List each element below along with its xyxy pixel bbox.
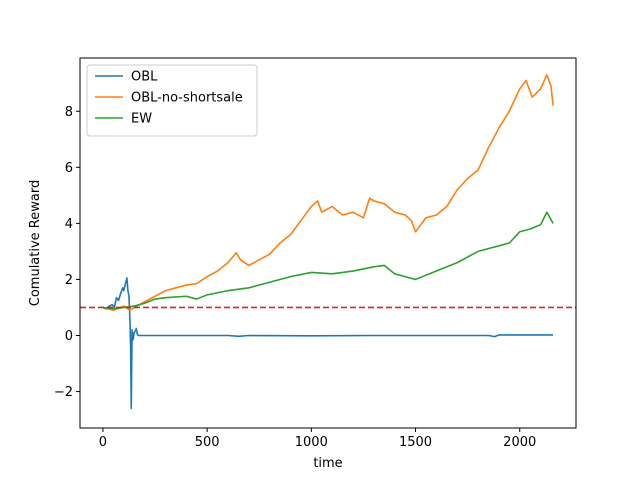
y-axis-label: Comulative Reward bbox=[28, 180, 43, 306]
y-tick-label: 6 bbox=[65, 161, 73, 176]
plot-area bbox=[80, 74, 576, 410]
y-axis: −2 0 2 4 6 8 bbox=[54, 105, 80, 400]
x-tick-label: 0 bbox=[99, 435, 107, 450]
legend-label: EW bbox=[131, 112, 152, 127]
axes-frame bbox=[79, 57, 577, 429]
x-tick-label: 2000 bbox=[503, 435, 536, 450]
y-tick-label: 2 bbox=[65, 273, 73, 288]
y-tick-label: 0 bbox=[65, 329, 73, 344]
legend: OBL OBL-no-shortsale EW bbox=[86, 64, 258, 137]
x-tick-label: 500 bbox=[195, 435, 220, 450]
x-tick-label: 1000 bbox=[295, 435, 328, 450]
x-axis-label: time bbox=[313, 456, 342, 471]
x-tick-label: 1500 bbox=[399, 435, 432, 450]
y-tick-label: −2 bbox=[54, 385, 73, 400]
legend-label: OBL bbox=[131, 70, 158, 85]
series-line-1 bbox=[102, 74, 554, 312]
legend-label: OBL-no-shortsale bbox=[131, 91, 243, 106]
series-line-0 bbox=[102, 277, 554, 410]
series-line-2 bbox=[102, 211, 554, 310]
legend-box bbox=[86, 64, 258, 137]
y-tick-label: 8 bbox=[65, 105, 73, 120]
y-tick-label: 4 bbox=[65, 217, 73, 232]
x-axis: 0 500 1000 1500 2000 bbox=[99, 428, 536, 450]
